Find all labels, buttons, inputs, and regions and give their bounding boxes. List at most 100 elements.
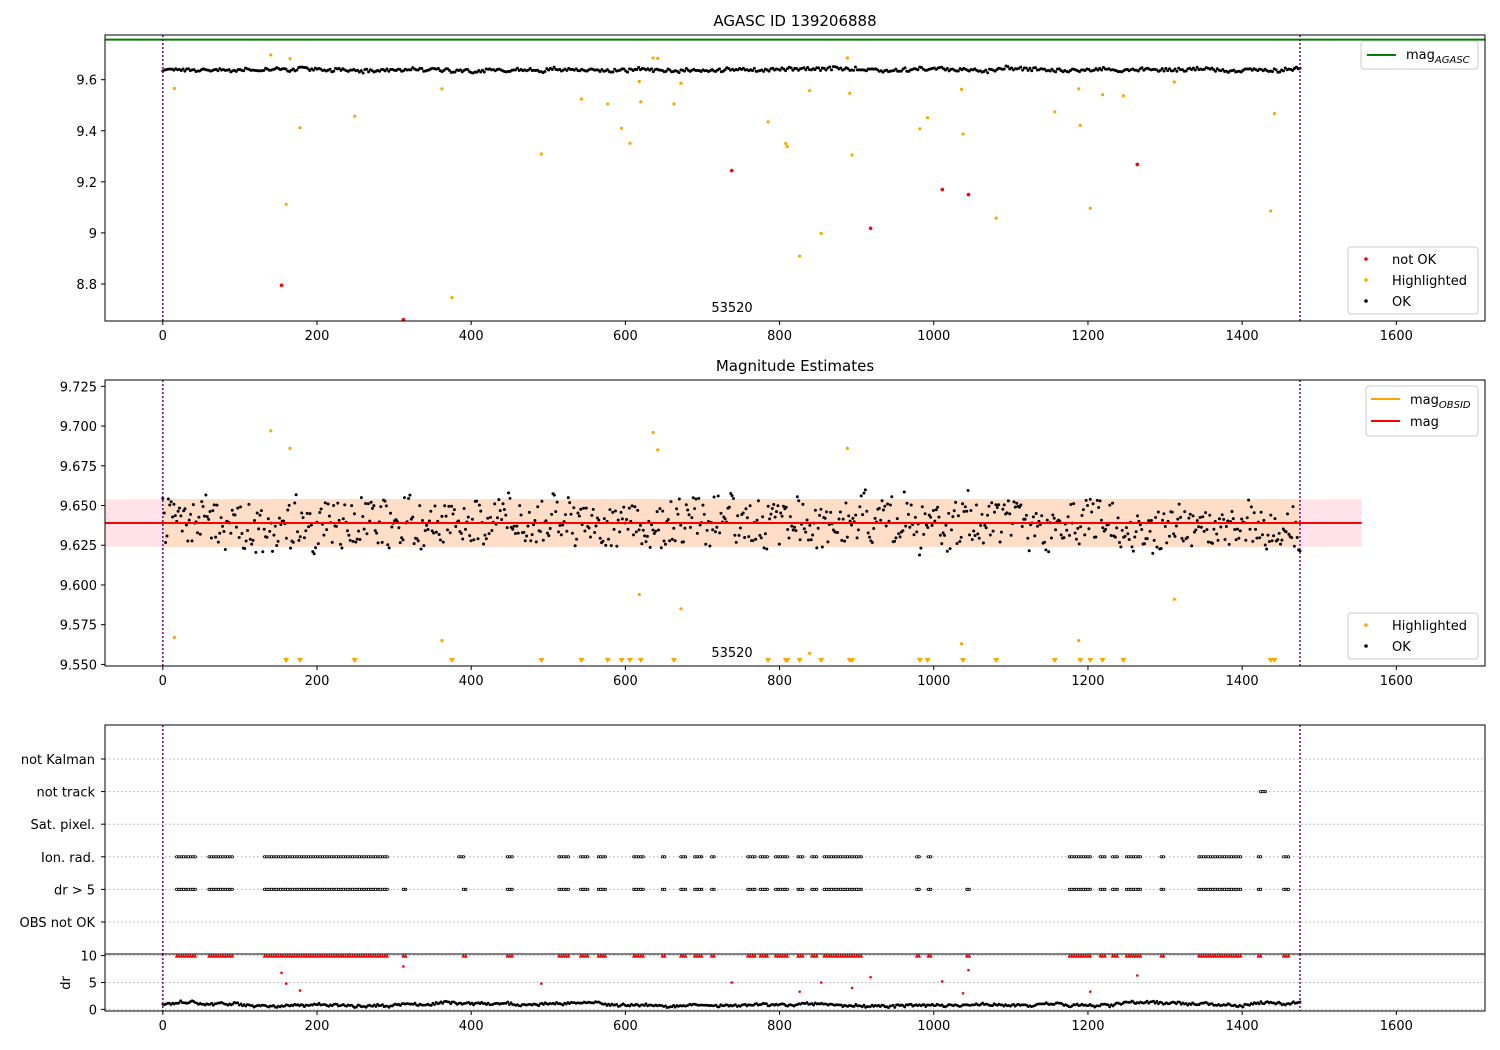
ok-point	[1031, 515, 1035, 519]
ok-point	[863, 488, 867, 492]
ok-point	[1270, 539, 1274, 543]
ok-point	[461, 537, 465, 541]
ok-point	[164, 541, 168, 545]
ok-point	[1160, 67, 1164, 71]
ok-point	[1044, 548, 1048, 552]
legend-points-label: OK	[1392, 640, 1411, 655]
ok-point	[912, 533, 916, 537]
ok-point	[824, 68, 828, 72]
ok-point	[423, 529, 427, 533]
ok-point	[811, 533, 815, 537]
ok-point	[189, 512, 193, 516]
dr-outlier-point	[1088, 990, 1092, 993]
x-axis-dr-tick-label: 1200	[1071, 1019, 1104, 1034]
ok-point	[1051, 513, 1055, 517]
ok-point	[1208, 513, 1212, 517]
x-axis-magnitude-tick-label: 0	[159, 674, 167, 689]
ok-point	[697, 496, 701, 500]
ok-point	[638, 523, 642, 527]
ok-point	[1015, 501, 1019, 505]
dr-clipped-marker	[699, 953, 704, 958]
x-axis-agasc-tick-label: 0	[159, 329, 167, 344]
ok-point	[1154, 516, 1158, 520]
ok-point	[501, 502, 505, 506]
ok-point	[1252, 511, 1256, 515]
out-of-range-marker	[627, 658, 634, 663]
ok-point	[330, 540, 334, 544]
flag-point	[566, 887, 570, 892]
ok-point	[880, 499, 884, 503]
ok-point	[482, 542, 486, 546]
ok-point	[208, 510, 212, 514]
flag-point	[1161, 887, 1166, 892]
ok-point	[651, 528, 655, 532]
ok-point	[300, 511, 304, 515]
y-axis-magnitude-tick-label: 9.625	[60, 539, 97, 554]
not-ok-point	[729, 168, 734, 173]
flag-point	[801, 855, 805, 859]
ok-point	[477, 503, 481, 507]
highlighted-point	[1053, 110, 1057, 114]
ok-point	[568, 501, 572, 505]
ok-point	[1179, 515, 1183, 519]
dr-point	[1178, 1000, 1181, 1004]
ok-point	[447, 68, 451, 72]
ok-point	[886, 502, 890, 506]
ok-point	[949, 528, 953, 532]
ok-point	[687, 513, 691, 517]
highlighted-point	[766, 120, 770, 124]
ok-point	[295, 68, 299, 72]
dr-point	[891, 1003, 895, 1007]
ok-point	[930, 523, 934, 527]
ok-point	[201, 504, 205, 508]
ok-point	[1098, 499, 1102, 503]
dr-clipped-marker	[800, 953, 805, 958]
ok-point	[669, 500, 673, 504]
ok-point	[987, 504, 991, 508]
ok-point	[229, 531, 233, 535]
ok-point	[400, 536, 404, 540]
ok-point	[470, 517, 474, 521]
ok-point	[918, 553, 922, 557]
ok-point	[1019, 503, 1023, 507]
ok-point	[1272, 534, 1276, 538]
ok-point	[941, 531, 945, 535]
ok-point	[787, 536, 791, 540]
ok-point	[437, 532, 441, 536]
ok-point	[597, 518, 601, 522]
ok-point	[986, 71, 990, 75]
ok-point	[341, 517, 345, 521]
ok-point	[190, 539, 194, 543]
ok-point	[694, 497, 698, 501]
ok-point	[611, 70, 615, 74]
ok-point	[1234, 538, 1238, 542]
chart-title-magnitude-estimates: Magnitude Estimates	[716, 357, 874, 375]
ok-point	[357, 529, 361, 533]
ok-point	[643, 534, 647, 538]
ok-point	[684, 503, 688, 507]
highlighted-point	[808, 89, 812, 93]
ok-point	[259, 509, 263, 513]
ok-point	[744, 507, 748, 511]
ok-point	[272, 533, 276, 537]
ok-point	[1204, 511, 1208, 515]
ok-point	[644, 540, 648, 544]
flag-point	[753, 855, 757, 859]
ok-point	[544, 519, 548, 523]
ok-point	[1291, 68, 1295, 72]
dr-clipped-marker	[859, 953, 864, 958]
out-of-range-marker	[604, 658, 611, 663]
ok-point	[591, 507, 595, 511]
flag-point	[566, 855, 570, 859]
ok-point	[212, 503, 216, 507]
legend-points-label: Highlighted	[1392, 619, 1467, 634]
x-axis-magnitude-tick-label: 1000	[917, 674, 950, 689]
ok-point	[1266, 533, 1270, 537]
dr-outlier-point	[1136, 974, 1139, 977]
flag-point	[1115, 887, 1119, 892]
ok-point	[771, 66, 775, 70]
ok-point	[1205, 528, 1209, 532]
ok-point	[476, 537, 480, 541]
dr-axis-label: dr	[59, 976, 74, 990]
dr-point	[1259, 1000, 1263, 1004]
